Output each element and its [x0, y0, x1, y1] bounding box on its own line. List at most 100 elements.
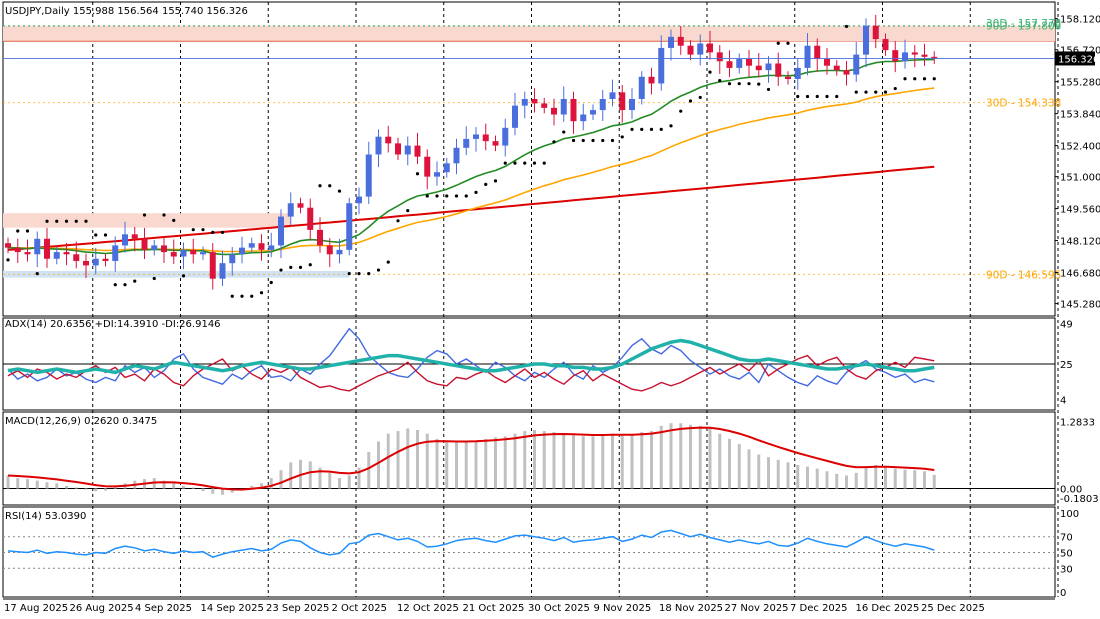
candle[interactable]	[307, 198, 314, 241]
candle[interactable]	[443, 157, 450, 178]
candle[interactable]	[648, 67, 655, 95]
candle[interactable]	[531, 88, 538, 113]
candle[interactable]	[882, 33, 889, 56]
candle[interactable]	[14, 238, 21, 263]
candle[interactable]	[161, 236, 167, 263]
candle[interactable]	[570, 91, 577, 134]
candle[interactable]	[44, 227, 50, 268]
candle[interactable]	[356, 187, 362, 215]
candle[interactable]	[599, 89, 606, 121]
candle[interactable]	[785, 71, 791, 85]
candle[interactable]	[297, 197, 304, 214]
candle[interactable]	[63, 242, 70, 266]
candle[interactable]	[765, 56, 772, 83]
candle[interactable]	[395, 137, 401, 160]
candle[interactable]	[473, 127, 479, 152]
candle[interactable]	[668, 29, 674, 61]
candle[interactable]	[414, 132, 421, 164]
candle[interactable]	[853, 41, 860, 82]
candle[interactable]	[92, 247, 99, 275]
adx-pane[interactable]	[3, 327, 1055, 392]
rsi-pane[interactable]	[3, 529, 1055, 569]
candle[interactable]	[580, 103, 587, 131]
candle[interactable]	[404, 136, 411, 166]
candle[interactable]	[863, 18, 869, 68]
candle[interactable]	[502, 118, 509, 157]
candle[interactable]	[541, 97, 548, 114]
candle[interactable]	[34, 231, 41, 267]
macd-pane[interactable]	[3, 423, 1055, 495]
candle[interactable]	[629, 88, 635, 120]
candle[interactable]	[239, 236, 245, 264]
candle[interactable]	[755, 53, 762, 78]
candle[interactable]	[5, 237, 11, 254]
candle[interactable]	[775, 52, 782, 86]
candle[interactable]	[209, 242, 216, 290]
candle[interactable]	[492, 135, 499, 152]
candle[interactable]	[833, 60, 840, 76]
candle[interactable]	[931, 51, 938, 65]
candle[interactable]	[843, 61, 850, 86]
candle[interactable]	[268, 232, 275, 258]
candle[interactable]	[219, 250, 226, 287]
candle[interactable]	[248, 237, 255, 254]
candle[interactable]	[53, 246, 60, 265]
candle[interactable]	[638, 71, 645, 105]
candle[interactable]	[463, 126, 470, 156]
candle[interactable]	[736, 53, 743, 74]
candle[interactable]	[258, 234, 265, 261]
candle[interactable]	[83, 253, 89, 279]
candle[interactable]	[385, 125, 392, 153]
candle[interactable]	[200, 246, 206, 260]
candle[interactable]	[911, 45, 918, 68]
candle[interactable]	[73, 241, 80, 269]
candle[interactable]	[716, 45, 723, 74]
candle[interactable]	[151, 239, 158, 256]
candle[interactable]	[677, 25, 684, 55]
candle[interactable]	[551, 98, 557, 126]
candle[interactable]	[921, 43, 928, 66]
candle[interactable]	[122, 221, 128, 253]
candle[interactable]	[375, 129, 382, 168]
candle[interactable]	[726, 50, 733, 78]
candle[interactable]	[658, 35, 665, 91]
candle[interactable]	[336, 238, 343, 264]
candle[interactable]	[560, 86, 567, 122]
candle[interactable]	[131, 227, 138, 252]
candle[interactable]	[619, 84, 626, 123]
candle[interactable]	[521, 91, 528, 119]
candle[interactable]	[609, 79, 616, 107]
candle[interactable]	[794, 58, 801, 90]
candle[interactable]	[872, 14, 879, 49]
candle[interactable]	[24, 239, 31, 262]
candle[interactable]	[434, 161, 440, 186]
candle[interactable]	[804, 33, 811, 76]
candle[interactable]	[278, 209, 284, 259]
candle[interactable]	[287, 192, 294, 226]
candle[interactable]	[317, 217, 323, 253]
candle[interactable]	[190, 238, 197, 264]
candle[interactable]	[229, 246, 236, 276]
candle[interactable]	[346, 197, 353, 256]
candle[interactable]	[365, 141, 372, 204]
candle[interactable]	[814, 38, 821, 72]
candle[interactable]	[170, 239, 177, 264]
candle[interactable]	[902, 39, 908, 69]
candle[interactable]	[746, 49, 752, 77]
candle[interactable]	[102, 253, 109, 267]
candle[interactable]	[180, 242, 187, 270]
candle[interactable]	[482, 123, 489, 151]
candle[interactable]	[512, 92, 518, 136]
candle[interactable]	[112, 236, 119, 272]
candle[interactable]	[590, 104, 596, 121]
candle[interactable]	[424, 149, 431, 190]
candle[interactable]	[687, 40, 694, 61]
candle[interactable]	[141, 227, 148, 259]
candle[interactable]	[824, 48, 830, 75]
candle[interactable]	[326, 238, 333, 267]
candle[interactable]	[453, 138, 460, 175]
candle[interactable]	[697, 34, 704, 66]
candle[interactable]	[892, 41, 899, 73]
